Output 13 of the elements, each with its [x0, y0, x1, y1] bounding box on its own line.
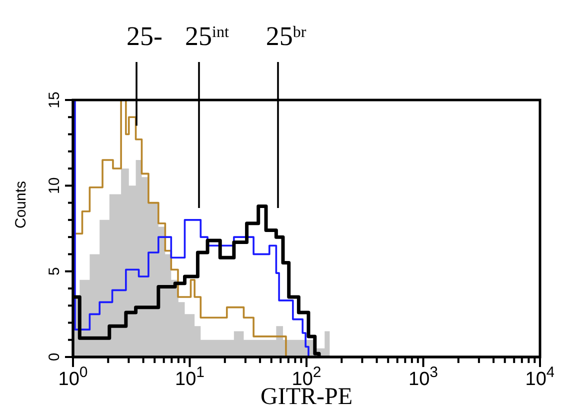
y-tick-label: 15	[46, 92, 63, 108]
y-axis-title: Counts	[12, 180, 30, 228]
x-tick-label: 10$^{0}$	[58, 364, 88, 390]
y-tick-label: 10	[46, 177, 63, 194]
annotation: 25$^{br}$	[266, 21, 307, 51]
x-tick-label: 10$^{3}$	[408, 364, 438, 390]
x-tick-label: 10$^{4}$	[525, 364, 555, 390]
annotation: 25$^{int}$	[185, 21, 230, 51]
annotation: 25-	[126, 21, 163, 51]
x-axis-title: GITR-PE	[260, 384, 352, 410]
y-tick-label: 5	[46, 267, 63, 276]
x-tick-label: 10$^{1}$	[175, 364, 204, 390]
y-tick-label: 0	[46, 352, 63, 362]
